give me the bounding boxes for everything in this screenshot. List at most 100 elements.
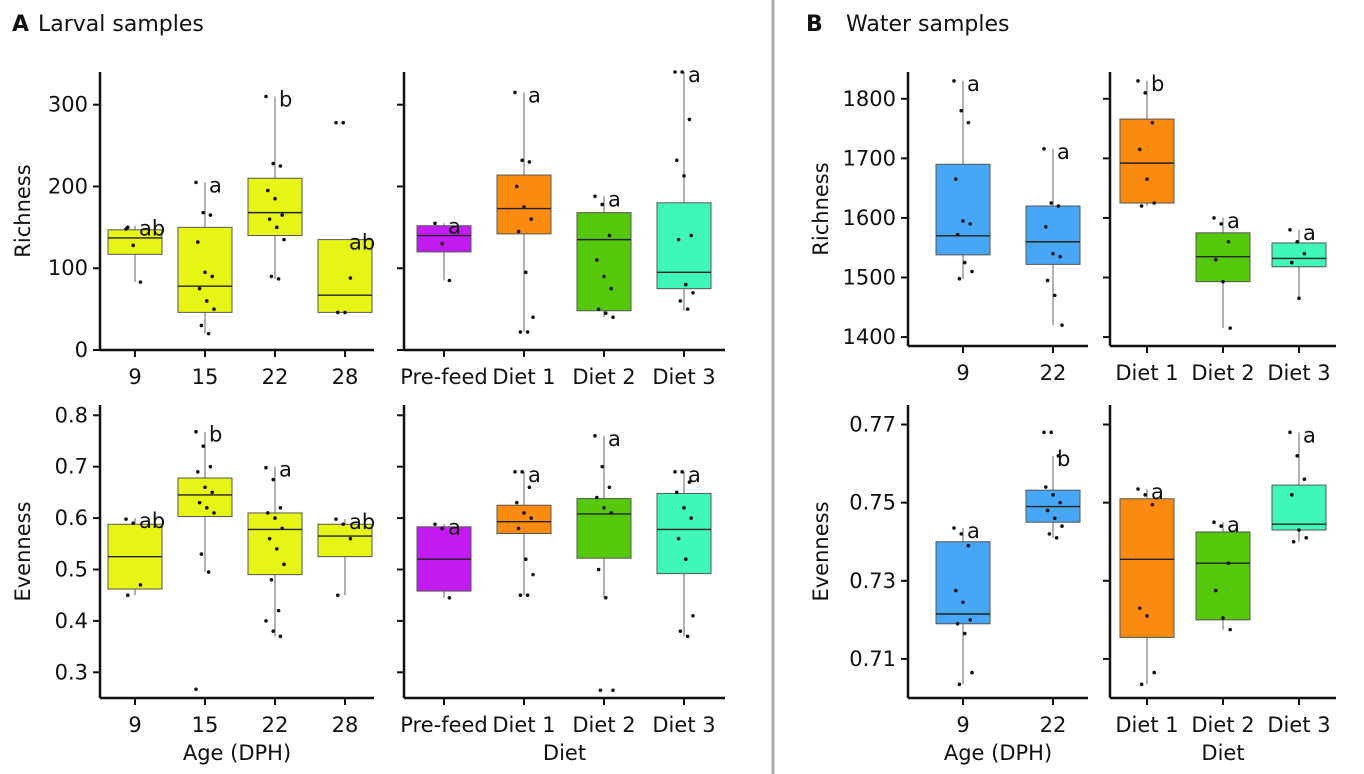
data-point	[440, 241, 445, 246]
data-point	[1291, 539, 1296, 544]
data-point	[525, 330, 530, 334]
data-point	[595, 495, 599, 500]
data-point	[267, 536, 272, 541]
data-point	[1219, 222, 1223, 226]
significance-letter: ab	[139, 217, 165, 241]
data-point	[278, 634, 283, 639]
x-tick-label: 9	[956, 361, 969, 385]
significance-letter: a	[279, 458, 292, 482]
data-point	[278, 164, 283, 168]
data-point	[595, 258, 599, 262]
data-point	[447, 278, 452, 283]
box-diet-2	[1195, 531, 1251, 621]
data-point	[680, 70, 684, 74]
significance-letter: a	[688, 63, 701, 87]
x-axis-label: Age (DPH)	[944, 741, 1052, 765]
x-tick-label: Diet 1	[1115, 361, 1178, 385]
data-point	[282, 562, 286, 567]
box-15	[177, 226, 233, 313]
data-point	[264, 619, 268, 623]
data-point	[673, 70, 677, 74]
data-point	[131, 521, 135, 526]
x-tick-label: Pre-feed	[400, 365, 488, 389]
significance-letter: a	[1303, 423, 1316, 447]
data-point	[596, 307, 601, 311]
box-22	[247, 512, 303, 576]
data-point	[968, 618, 972, 622]
chart-water-evenness-age: 0.71 0.73 0.75 0.77 Evenness 9 a 22 b Age (DPH)	[809, 405, 1088, 765]
significance-letter: ab	[139, 509, 165, 533]
box-diet-3	[656, 202, 712, 290]
data-point	[1297, 296, 1301, 301]
data-point	[959, 108, 963, 113]
data-point	[522, 205, 526, 209]
data-point	[531, 315, 535, 320]
data-point	[596, 567, 601, 572]
data-point	[269, 274, 274, 279]
data-point	[1139, 204, 1144, 208]
x-tick-label: 15	[192, 365, 219, 389]
data-point	[1214, 588, 1218, 593]
data-point	[1045, 508, 1050, 513]
data-point	[341, 120, 346, 125]
data-point	[518, 593, 523, 597]
data-point	[131, 243, 135, 248]
data-point	[1143, 91, 1147, 95]
data-point	[959, 532, 963, 536]
data-point	[531, 572, 535, 577]
data-point	[607, 233, 612, 238]
x-tick-label: Diet 3	[652, 365, 715, 389]
data-point	[269, 577, 274, 582]
y-tick-label: 0.4	[55, 609, 88, 633]
data-point	[194, 429, 198, 434]
data-point	[1212, 216, 1216, 220]
x-axis-label: Diet	[543, 741, 586, 765]
data-point	[513, 90, 517, 95]
data-point	[334, 120, 338, 125]
data-point	[1219, 524, 1223, 528]
data-point	[602, 506, 606, 510]
data-point	[1152, 670, 1156, 675]
y-tick-label: 0.3	[55, 660, 88, 684]
data-point	[1288, 430, 1292, 435]
x-tick-label: 22	[262, 713, 289, 737]
data-point	[600, 464, 604, 469]
significance-letter: a	[448, 515, 461, 539]
data-point	[1053, 293, 1057, 298]
chart-water-evenness-diet: Diet 1 a Diet 2 a Diet 3 a Diet	[1103, 405, 1336, 765]
y-tick-label: 1500	[843, 266, 896, 290]
data-point	[440, 526, 445, 531]
data-point	[206, 331, 211, 336]
data-point	[124, 517, 128, 521]
data-point	[687, 117, 692, 122]
data-point	[1042, 147, 1046, 151]
significance-letter: ab	[349, 510, 375, 534]
chart-larval-richness-age: 0 100 200 300 Richness 9 ab 15 a 22 b 28 ab	[11, 72, 375, 389]
data-point	[336, 310, 340, 315]
data-point	[348, 536, 353, 541]
data-point	[687, 480, 692, 484]
data-point	[529, 516, 533, 520]
data-point	[1214, 257, 1218, 262]
data-point	[1290, 493, 1294, 497]
data-point	[276, 277, 281, 281]
x-axis-label: Age (DPH)	[183, 741, 291, 765]
data-point	[205, 299, 209, 303]
significance-letter: a	[528, 83, 541, 107]
data-point	[1136, 487, 1140, 491]
data-point	[199, 552, 204, 556]
x-tick-label: Diet 1	[1115, 713, 1178, 737]
data-point	[280, 526, 285, 531]
data-point	[955, 232, 960, 237]
data-point	[266, 511, 270, 515]
data-point	[1221, 279, 1225, 284]
data-point	[1136, 79, 1140, 83]
significance-letter: a	[1227, 209, 1240, 233]
data-point	[684, 282, 688, 287]
data-point	[264, 94, 268, 99]
data-point	[1047, 532, 1052, 536]
data-point	[206, 570, 211, 574]
data-point	[684, 557, 688, 562]
data-point	[1143, 493, 1147, 497]
